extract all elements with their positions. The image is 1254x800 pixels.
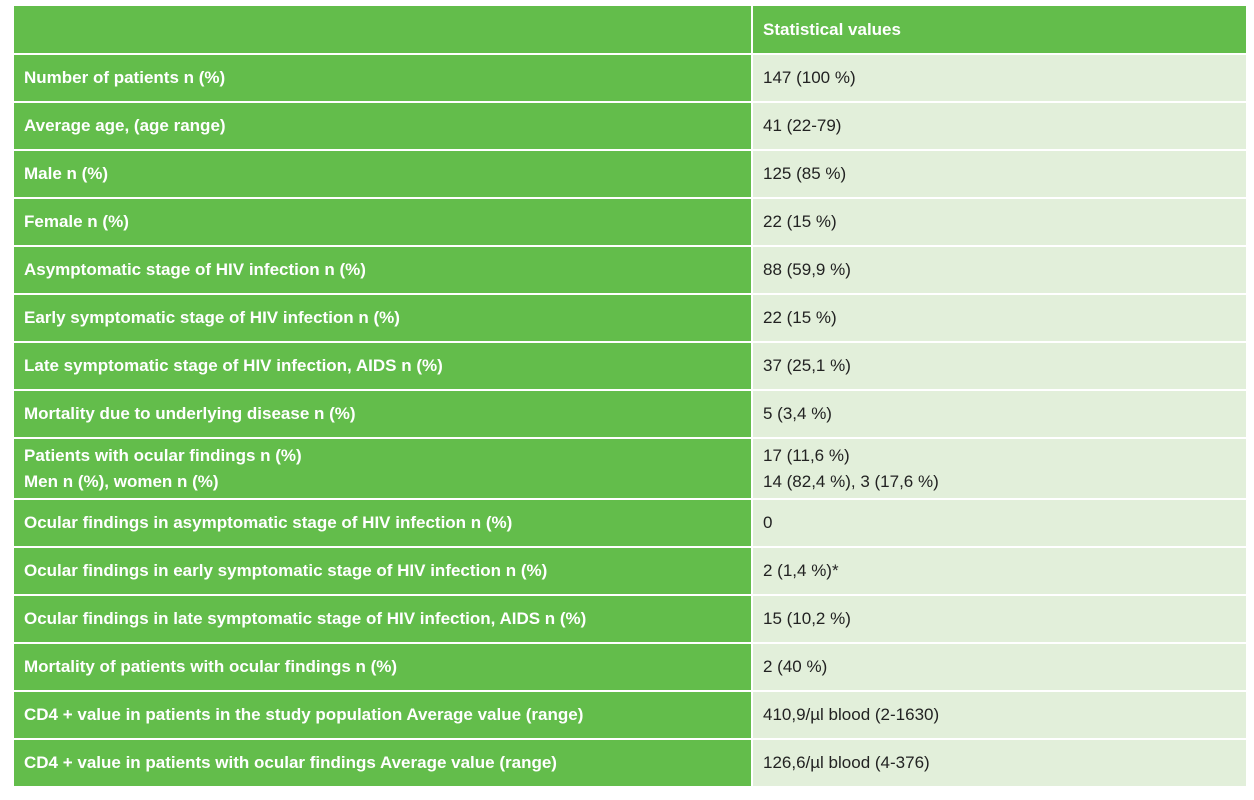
table-row: Mortality of patients with ocular findin… [14, 643, 1246, 692]
table-row: Late symptomatic stage of HIV infection,… [14, 342, 1246, 391]
row-label-cell: Ocular findings in late symptomatic stag… [14, 595, 753, 644]
table-row: Mortality due to underlying disease n (%… [14, 390, 1246, 439]
row-label-cell: Number of patients n (%) [14, 54, 753, 103]
row-value-cell: 41 (22-79) [752, 102, 1246, 151]
header-cell-statistical-values: Statistical values [752, 6, 1246, 55]
table-row: Ocular findings in asymptomatic stage of… [14, 499, 1246, 548]
table-row: Ocular findings in late symptomatic stag… [14, 595, 1246, 644]
row-value-cell: 5 (3,4 %) [752, 390, 1246, 439]
row-label-text: Men n (%), women n (%) [24, 471, 219, 491]
row-label-cell: Late symptomatic stage of HIV infection,… [14, 342, 753, 391]
row-value-cell: 125 (85 %) [752, 150, 1246, 199]
row-label-text: Patients with ocular findings n (%) [24, 445, 302, 465]
table-row: Patients with ocular findings n (%) Men n… [14, 438, 1246, 500]
table-body: Number of patients n (%) 147 (100 %) Avera… [14, 54, 1246, 788]
row-label-cell: CD4 + value in patients in the study pop… [14, 691, 753, 740]
row-label-text: Female n (%) [24, 212, 129, 231]
row-value-cell: 22 (15 %) [752, 294, 1246, 343]
row-value-text: 5 (3,4 %) [763, 404, 832, 423]
row-label-cell: Ocular findings in asymptomatic stage of… [14, 499, 753, 548]
header-cell-empty [14, 6, 753, 55]
table-row: Early symptomatic stage of HIV infection… [14, 294, 1246, 343]
statistics-table-container: Statistical values Number of patients n … [14, 6, 1246, 788]
row-value-text: 125 (85 %) [763, 164, 847, 183]
row-value-text: 410,9/µl blood (2-1630) [763, 705, 940, 724]
table-header-row: Statistical values [14, 6, 1246, 55]
table-row: CD4 + value in patients in the study pop… [14, 691, 1246, 740]
table-row: Number of patients n (%) 147 (100 %) [14, 54, 1246, 103]
row-value-text: 0 [763, 513, 773, 532]
table-row: Female n (%) 22 (15 %) [14, 198, 1246, 247]
row-label-text: Asymptomatic stage of HIV infection n (%… [24, 260, 366, 279]
row-value-cell: 15 (10,2 %) [752, 595, 1246, 644]
table-row: Male n (%) 125 (85 %) [14, 150, 1246, 199]
row-label-text: CD4 + value in patients in the study pop… [24, 705, 584, 724]
row-label-text: Male n (%) [24, 164, 109, 183]
row-value-cell: 0 [752, 499, 1246, 548]
table-row: Ocular findings in early symptomatic sta… [14, 547, 1246, 596]
row-label-cell: Mortality due to underlying disease n (%… [14, 390, 753, 439]
row-label-cell: Asymptomatic stage of HIV infection n (%… [14, 246, 753, 295]
row-label-cell: Male n (%) [14, 150, 753, 199]
row-label-cell: Ocular findings in early symptomatic sta… [14, 547, 753, 596]
row-label-text: Late symptomatic stage of HIV infection,… [24, 356, 443, 375]
row-label-cell: Patients with ocular findings n (%) Men n… [14, 438, 753, 500]
row-value-cell: 17 (11,6 %) 14 (82,4 %), 3 (17,6 %) [752, 438, 1246, 500]
row-value-text: 15 (10,2 %) [763, 609, 851, 628]
row-value-text: 37 (25,1 %) [763, 356, 851, 375]
row-value-text: 147 (100 %) [763, 68, 856, 87]
row-label-text: Average age, (age range) [24, 116, 226, 135]
row-label-cell: Mortality of patients with ocular findin… [14, 643, 753, 692]
row-label-text: Mortality of patients with ocular findin… [24, 657, 398, 676]
statistics-table: Statistical values Number of patients n … [14, 6, 1246, 788]
row-label-cell: Average age, (age range) [14, 102, 753, 151]
row-label-text: Number of patients n (%) [24, 68, 226, 87]
row-value-text: 126,6/µl blood (4-376) [763, 753, 930, 772]
row-label-text: Ocular findings in early symptomatic sta… [24, 561, 548, 580]
row-value-cell: 126,6/µl blood (4-376) [752, 739, 1246, 788]
row-value-cell: 2 (1,4 %)* [752, 547, 1246, 596]
row-label-text: CD4 + value in patients with ocular find… [24, 753, 557, 772]
row-value-cell: 22 (15 %) [752, 198, 1246, 247]
row-value-cell: 37 (25,1 %) [752, 342, 1246, 391]
row-label-cell: CD4 + value in patients with ocular find… [14, 739, 753, 788]
row-value-text: 2 (1,4 %)* [763, 561, 839, 580]
row-label-cell: Female n (%) [14, 198, 753, 247]
row-value-cell: 147 (100 %) [752, 54, 1246, 103]
table-row: Average age, (age range) 41 (22-79) [14, 102, 1246, 151]
row-label-text: Early symptomatic stage of HIV infection… [24, 308, 400, 327]
row-value-text: 88 (59,9 %) [763, 260, 851, 279]
row-value-text: 2 (40 %) [763, 657, 828, 676]
row-label-cell: Early symptomatic stage of HIV infection… [14, 294, 753, 343]
row-value-text: 22 (15 %) [763, 308, 837, 327]
row-label-text: Ocular findings in asymptomatic stage of… [24, 513, 513, 532]
row-value-text: 17 (11,6 %) [763, 445, 850, 465]
row-label-text: Mortality due to underlying disease n (%… [24, 404, 356, 423]
table-row: CD4 + value in patients with ocular find… [14, 739, 1246, 788]
table-row: Asymptomatic stage of HIV infection n (%… [14, 246, 1246, 295]
row-value-text: 22 (15 %) [763, 212, 837, 231]
row-value-text: 41 (22-79) [763, 116, 842, 135]
row-label-text: Ocular findings in late symptomatic stag… [24, 609, 587, 628]
row-value-text: 14 (82,4 %), 3 (17,6 %) [763, 471, 939, 491]
row-value-cell: 2 (40 %) [752, 643, 1246, 692]
row-value-cell: 88 (59,9 %) [752, 246, 1246, 295]
row-value-cell: 410,9/µl blood (2-1630) [752, 691, 1246, 740]
